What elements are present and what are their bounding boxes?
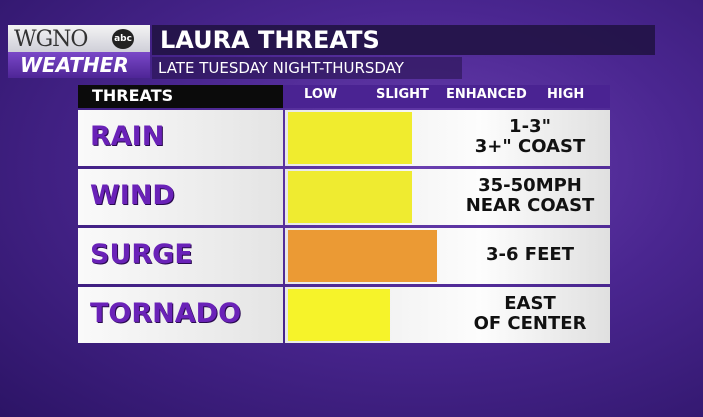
threat-name: WIND [90, 180, 175, 211]
threat-detail: 3+" COAST [474, 136, 586, 157]
header-cell [78, 85, 283, 108]
threat-bar [288, 230, 437, 282]
threat-cell [78, 169, 283, 225]
threat-detail: OF CENTER [473, 313, 587, 334]
threat-detail: 1-3" [509, 116, 551, 137]
title: LAURA THREATS [160, 26, 380, 54]
logo-band [8, 52, 150, 78]
threat-cell [78, 110, 283, 166]
threat-detail: NEAR COAST [465, 195, 595, 216]
threat-detail: 3-6 FEET [486, 244, 574, 265]
threat-cell [78, 228, 283, 284]
header-cell [283, 85, 610, 108]
threat-name: SURGE [90, 239, 193, 270]
column-header: ENHANCED [446, 87, 527, 102]
threat-cell [78, 287, 283, 343]
station-name: WGNO [14, 27, 88, 52]
subtitle-bar [152, 57, 462, 79]
threat-detail: 35-50MPH [478, 175, 582, 196]
threat-detail: EAST [504, 293, 556, 314]
column-header: HIGH [547, 87, 585, 102]
threat-bar [288, 289, 390, 341]
logo-label: WEATHER [20, 53, 129, 77]
threat-name: RAIN [90, 121, 165, 152]
threat-bar [288, 171, 412, 223]
subtitle: LATE TUESDAY NIGHT-THURSDAY [158, 59, 404, 77]
column-header: THREATS [92, 86, 174, 105]
column-header: LOW [304, 87, 338, 102]
title-bar [152, 25, 655, 55]
column-header: SLIGHT [376, 87, 429, 102]
threat-name: TORNADO [90, 298, 242, 329]
threat-bar [288, 112, 412, 164]
network-logo: abc [112, 29, 134, 49]
